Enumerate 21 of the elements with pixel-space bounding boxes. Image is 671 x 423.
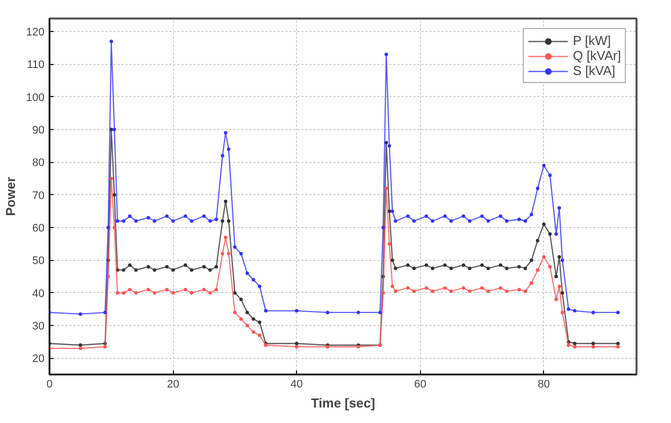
x-axis-title: Time [sec] [310,396,376,410]
y-tick-label: 60 [32,222,45,235]
x-tick-label: 0 [46,378,53,390]
y-tick-label: 50 [32,255,45,268]
y-tick-label: 100 [26,92,45,104]
legend-label: S [kVA] [572,63,616,78]
x-tick-label: 80 [538,378,550,390]
legend-label: Q [kVAr] [572,48,621,63]
x-tick-label: 20 [166,378,180,390]
legend-label: P [kW] [572,33,611,48]
y-axis-title: Power [3,176,18,216]
x-tick-label: 60 [414,378,426,390]
y-tick-label: 110 [26,59,45,72]
y-tick-label: 30 [32,320,45,333]
x-tick-label: 40 [290,378,303,390]
y-tick-label: 40 [32,288,45,300]
y-tick-label: 80 [32,157,45,170]
y-tick-label: 90 [32,124,45,137]
y-tick-label: 20 [32,353,45,366]
y-tick-label: 120 [26,26,45,39]
y-tick-label: 70 [32,190,45,202]
